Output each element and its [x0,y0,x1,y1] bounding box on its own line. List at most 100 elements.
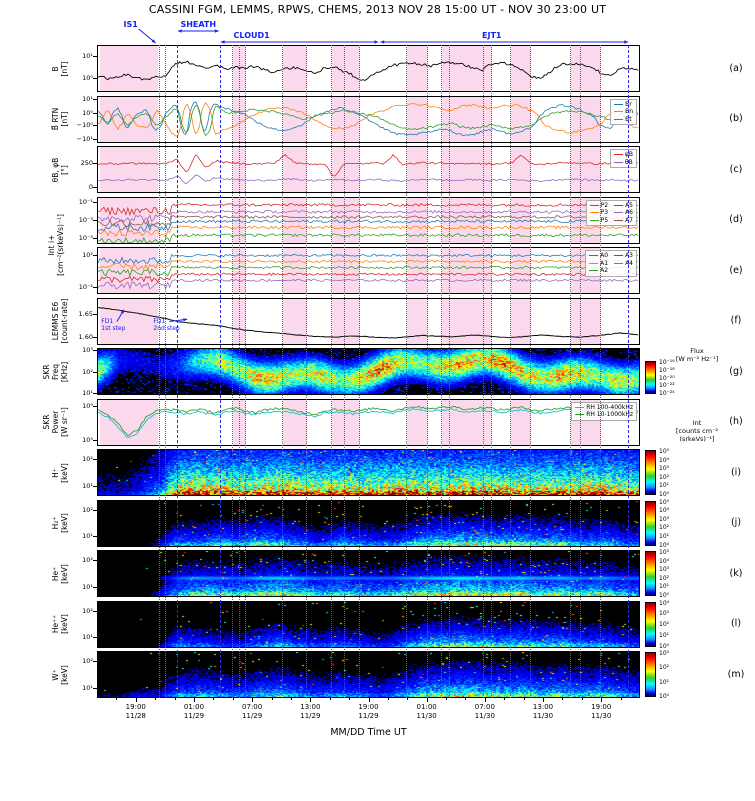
panel-g [97,348,640,395]
ylabel-int-ions: Int i+ [cm⁻²(srkeVs)⁻¹] [47,214,65,277]
plot-c [98,153,639,185]
pink-band [283,298,307,344]
ytick-label: 10⁻⁵ [78,234,93,243]
legend-swatch [614,118,624,120]
x-minor-tick [349,698,351,701]
ytick-label: 10¹ [82,582,93,591]
xtick-date: 11/30 [591,712,612,720]
colorbar-tick: 10² [659,473,670,481]
colorbar-tick: 10⁻²⁴ [659,390,675,397]
ytick-label: 10⁰ [82,74,93,83]
colorbar-tick: 10³ [659,610,670,618]
legend-item-P5: P5 [589,217,608,225]
x-minor-tick [116,698,118,701]
pink-band [511,399,532,445]
x-minor-tick [271,698,273,701]
panel-m [97,651,640,698]
ytick-mark [93,314,97,316]
event-line-magenta [164,45,166,698]
colorbar-tick: 10³ [659,465,670,473]
pink-band [406,46,428,91]
ytick-label: 10¹ [82,481,93,490]
legend-swatch [575,414,585,415]
pink-band [511,96,532,142]
ytick-mark [93,405,97,407]
pink-band [332,399,361,445]
ytick-mark [93,485,97,487]
colorbar-tick: 10⁰ [659,541,670,549]
ytick-mark [93,536,97,538]
event-line-magenta [331,45,333,698]
event-line-magenta [490,45,492,698]
legend-item-P2: P2 [589,202,608,210]
xtick-time: 13:00 [300,703,321,711]
ytick-label: 10² [82,556,93,565]
event-line-magenta [440,45,442,698]
event-line-blue [628,45,630,698]
xtick-date: 11/30 [416,712,437,720]
xtick-time: 19:00 [125,703,146,711]
legend-swatch [589,262,599,264]
x-minor-tick [523,698,525,701]
legend-swatch [614,111,624,112]
colorbar-tick: 10¹ [659,532,670,540]
colorbar-tick: 10⁰ [659,693,670,700]
pink-band [332,147,361,192]
x-minor-tick [290,698,292,701]
ytick-mark [93,336,97,338]
panel-letter-j: (j) [730,517,742,528]
legend-item-A3: A3 [614,252,633,260]
event-line-magenta [482,45,484,698]
legend-item-RH 10-1000kHz: RH 10-1000kHz [575,411,633,419]
panel-k [97,550,640,597]
x-minor-tick [213,698,215,701]
ytick-label: −10⁰ [76,120,93,129]
ytick-mark [93,286,97,288]
ytick-label: 1.60 [78,332,93,341]
colorbar-tick: 10⁴ [659,599,670,607]
legend-item-Br: Br [614,101,633,109]
colorbar-tick: 10¹ [659,482,670,490]
x-major-tick [484,698,486,702]
xtick-time: 19:00 [591,703,612,711]
event-line-blue [176,45,178,698]
pink-band [332,96,361,142]
pink-band [332,46,361,91]
legend-label: A2 [600,267,609,274]
ytick-mark [93,163,97,165]
legend-item-A0: A0 [589,252,608,260]
ytick-mark [93,687,97,689]
legend-swatch [614,103,624,105]
ytick-label: 10⁻² [78,282,93,291]
legend-item-A1: A1 [589,260,608,268]
legend-item-θB: θB [613,159,633,167]
pink-band [406,248,428,293]
ytick-label: 250 [80,159,93,168]
ytick-label: 0 [88,183,93,192]
x-minor-tick [174,698,176,701]
spectrogram-canvas-m [98,652,639,697]
pink-band [406,298,428,344]
xtick-time: 07:00 [242,703,263,711]
colorbar-l [645,601,656,647]
pink-band [283,96,307,142]
legend-swatch [614,262,624,264]
region-label-CLOUD1: CLOUD1 [234,31,271,40]
legend-label: A1 [600,259,609,267]
x-major-tick [310,698,312,702]
pink-band [283,197,307,243]
pink-band [100,96,158,142]
x-major-tick [426,698,428,702]
colorbar-tick: 10⁴ [659,557,670,565]
ytick-mark [93,113,97,115]
pink-band [406,399,428,445]
ytick-label: 10¹ [82,52,93,61]
legend-item-Bt: Bt [614,116,633,124]
event-line-magenta [305,45,307,698]
xtick-date: 11/30 [532,712,554,720]
flux-colorbar-label: Flux [W m⁻² Hz⁻¹] [675,347,719,363]
event-line-magenta [426,45,428,698]
panel-letter-f: (f) [730,315,742,326]
ytick-mark [93,238,97,240]
colorbar-tick: 10¹ [659,678,670,686]
